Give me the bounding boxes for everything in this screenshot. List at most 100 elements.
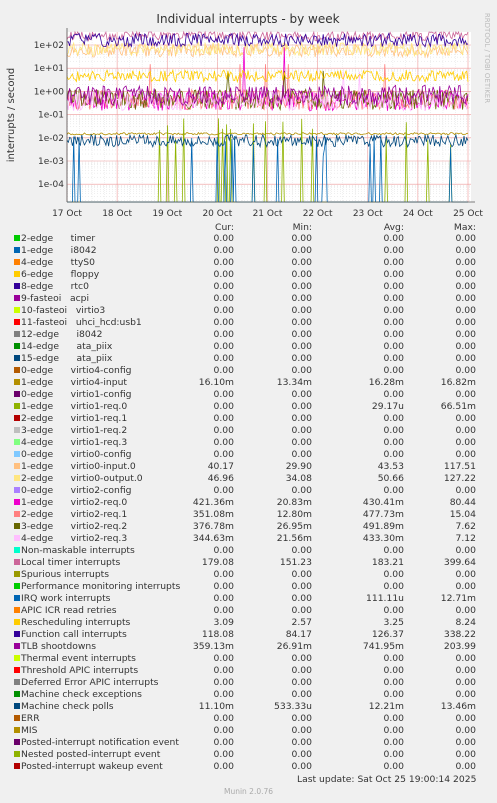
legend-cur-value: 0.00: [213, 713, 234, 724]
x-tick-label: 23 Oct: [353, 209, 383, 219]
legend-swatch: [14, 403, 20, 409]
legend-label: 9-fasteoi acpi: [21, 293, 90, 304]
legend-cur-value: 0.00: [213, 245, 234, 256]
legend-row: 0-edge virtio2-config 0.00 0.00 0.00 0.00: [14, 485, 494, 497]
legend-label: 6-edge floppy: [21, 269, 100, 280]
legend-avg-value: 0.00: [383, 737, 404, 748]
legend-avg-value: 183.21: [371, 557, 404, 568]
legend-min-value: 0.00: [291, 365, 312, 376]
legend-avg-value: 0.00: [383, 605, 404, 616]
legend-avg-value: 0.00: [383, 653, 404, 664]
legend-min-value: 0.00: [291, 677, 312, 688]
legend-row: Machine check exceptions 0.00 0.00 0.00 0.00: [14, 689, 494, 701]
legend-avg-value: 0.00: [383, 269, 404, 280]
legend-label: ERR: [21, 713, 40, 724]
legend-swatch: [14, 475, 20, 481]
legend-swatch: [14, 703, 20, 709]
legend-min-value: 0.00: [291, 305, 312, 316]
legend-label: 4-edge virtio2-req.3: [21, 533, 128, 544]
legend-label: Machine check exceptions: [21, 689, 142, 700]
legend-swatch: [14, 367, 20, 373]
legend-avg-value: 0.00: [383, 569, 404, 580]
legend-min-value: 0.00: [291, 317, 312, 328]
legend-row: 15-edge ata_piix 0.00 0.00 0.00 0.00: [14, 353, 494, 365]
legend-max-value: 0.00: [455, 737, 476, 748]
series-line: [66, 32, 469, 48]
legend-label: 2-edge timer: [21, 233, 96, 244]
legend-avg-value: 43.53: [377, 461, 404, 472]
legend-max-value: 0.00: [455, 425, 476, 436]
legend-row: 0-edge virtio4-config 0.00 0.00 0.00 0.00: [14, 365, 494, 377]
legend-avg-value: 0.00: [383, 257, 404, 268]
legend-avg-value: 0.00: [383, 365, 404, 376]
legend-swatch: [14, 355, 20, 361]
legend-min-value: 0.00: [291, 401, 312, 412]
legend-cur-value: 0.00: [213, 449, 234, 460]
legend-swatch: [14, 715, 20, 721]
legend-min-value: 29.90: [285, 461, 312, 472]
legend-cur-value: 3.09: [213, 617, 234, 628]
legend-row: 2-edge timer 0.00 0.00 0.00 0.00: [14, 233, 494, 245]
legend-label: 0-edge virtio1-config: [21, 389, 132, 400]
legend-min-value: 0.00: [291, 245, 312, 256]
legend-avg-value: 0.00: [383, 689, 404, 700]
legend-avg-value: 0.00: [383, 341, 404, 352]
legend-cur-value: 344.63m: [192, 533, 234, 544]
legend-max-value: 0.00: [455, 665, 476, 676]
x-tick-label: 21 Oct: [253, 209, 283, 219]
legend-label: 1-edge i8042: [21, 245, 97, 256]
legend-min-value: 0.00: [291, 761, 312, 772]
legend-max-value: 8.24: [455, 617, 476, 628]
legend-row: Posted-interrupt wakeup event 0.00 0.00 0.0…: [14, 761, 494, 773]
legend-label: Spurious interrupts: [21, 569, 110, 580]
legend-swatch: [14, 295, 20, 301]
x-tick-label: 17 Oct: [52, 209, 82, 219]
legend-avg-value: 29.17u: [371, 401, 404, 412]
legend-row: Performance monitoring interrupts 0.00 0.0…: [14, 581, 494, 593]
legend-label: Thermal event interrupts: [21, 653, 136, 664]
legend-swatch: [14, 643, 20, 649]
legend-avg-value: 0.00: [383, 329, 404, 340]
legend-label: 11-fasteoi uhci_hcd:usb1: [21, 317, 142, 328]
legend-row: 3-edge virtio2-req.2 376.78m 26.95m 491.89m…: [14, 521, 494, 533]
legend-swatch: [14, 739, 20, 745]
series-line: [66, 30, 469, 42]
legend-swatch: [14, 319, 20, 325]
legend-avg-value: 0.00: [383, 761, 404, 772]
legend-label: Deferred Error APIC interrupts: [21, 677, 159, 688]
legend-swatch: [14, 235, 20, 241]
legend-min-value: 0.00: [291, 341, 312, 352]
legend-label: Non-maskable interrupts: [21, 545, 135, 556]
y-tick-label: 1e-04: [38, 180, 64, 190]
legend-cur-value: 0.00: [213, 257, 234, 268]
axes: 1e+02 1e+01 1e+00 1e-01 1e-02 1e-03 1e-04 17 Oc…: [34, 28, 483, 219]
col-header-max: Max:: [453, 222, 476, 233]
legend-label: 2-edge virtio2-req.1: [21, 509, 128, 520]
y-tick-label: 1e+00: [34, 87, 65, 97]
legend-row: 2-edge virtio1-req.1 0.00 0.00 0.00 0.00: [14, 413, 494, 425]
legend-cur-value: 0.00: [213, 677, 234, 688]
col-header-min: Min:: [292, 222, 312, 233]
legend-row: Function call interrupts 118.08 84.17 126.3…: [14, 629, 494, 641]
legend-cur-value: 0.00: [213, 653, 234, 664]
legend-max-value: 0.00: [455, 581, 476, 592]
legend-avg-value: 0.00: [383, 281, 404, 292]
legend-min-value: 0.00: [291, 749, 312, 760]
legend-swatch: [14, 499, 20, 505]
legend-max-value: 0.00: [455, 329, 476, 340]
legend-max-value: 0.00: [455, 449, 476, 460]
legend-max-value: 7.12: [455, 533, 476, 544]
legend-label: 1-edge virtio2-req.0: [21, 497, 128, 508]
legend-min-value: 0.00: [291, 485, 312, 496]
legend-max-value: 0.00: [455, 653, 476, 664]
legend-max-value: 80.44: [449, 497, 476, 508]
legend-label: Nested posted-interrupt event: [21, 749, 161, 760]
legend-avg-value: 0.00: [383, 437, 404, 448]
legend-swatch: [14, 343, 20, 349]
legend-swatch: [14, 427, 20, 433]
chart: Individual interrupts - by week interrup…: [6, 12, 491, 219]
legend-cur-value: 0.00: [213, 545, 234, 556]
legend-row: MIS 0.00 0.00 0.00 0.00: [14, 725, 494, 737]
legend-row: Posted-interrupt notification event 0.00 0…: [14, 737, 494, 749]
